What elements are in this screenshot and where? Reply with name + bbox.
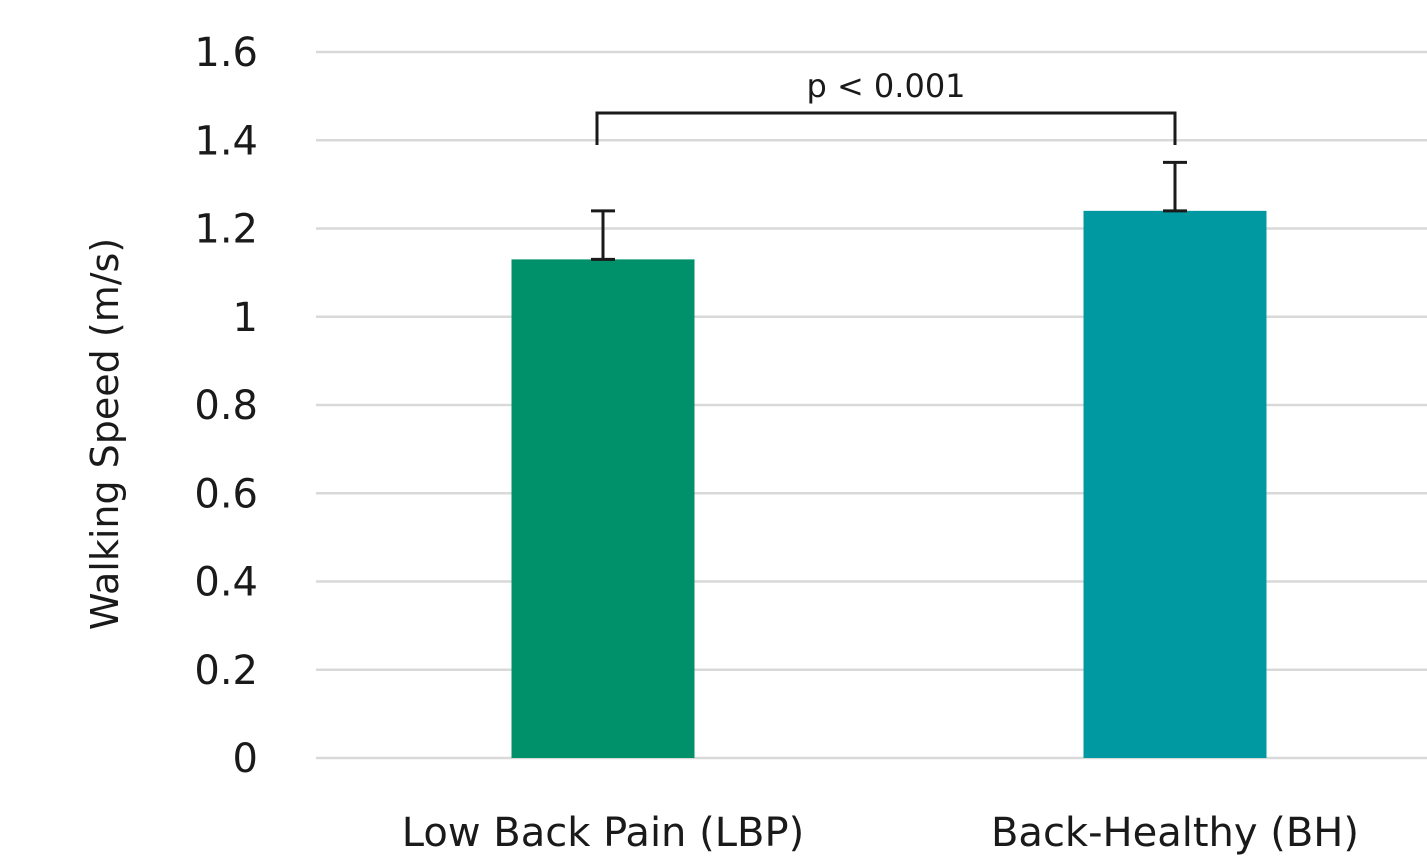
y-tick-label: 1	[233, 295, 258, 341]
bars	[511, 210, 1267, 759]
y-tick-label: 0	[233, 736, 258, 782]
x-category-label: Back-Healthy (BH)	[991, 810, 1359, 856]
bar	[1083, 210, 1267, 759]
significance-bracket	[595, 111, 1177, 145]
y-axis-tick-labels: 0 0.2 0.4 0.6 0.8 1 1.2 1.4 1.6	[194, 30, 258, 782]
gridlines	[316, 50, 1427, 760]
y-tick-label: 1.2	[194, 207, 258, 253]
significance-label: p < 0.001	[806, 67, 965, 105]
error-bars	[591, 160, 1187, 261]
y-tick-label: 0.2	[194, 648, 258, 694]
y-tick-label: 1.6	[194, 30, 258, 76]
y-tick-label: 0.4	[194, 560, 258, 606]
x-axis-category-labels: Low Back Pain (LBP) Back-Healthy (BH)	[402, 810, 1359, 856]
y-tick-label: 0.8	[194, 383, 258, 429]
y-axis-title: Walking Speed (m/s)	[83, 238, 127, 630]
bar	[511, 259, 695, 758]
significance-annotation: p < 0.001	[595, 67, 1177, 145]
x-category-label: Low Back Pain (LBP)	[402, 810, 804, 856]
y-tick-label: 1.4	[194, 118, 258, 164]
y-tick-label: 0.6	[194, 471, 258, 517]
